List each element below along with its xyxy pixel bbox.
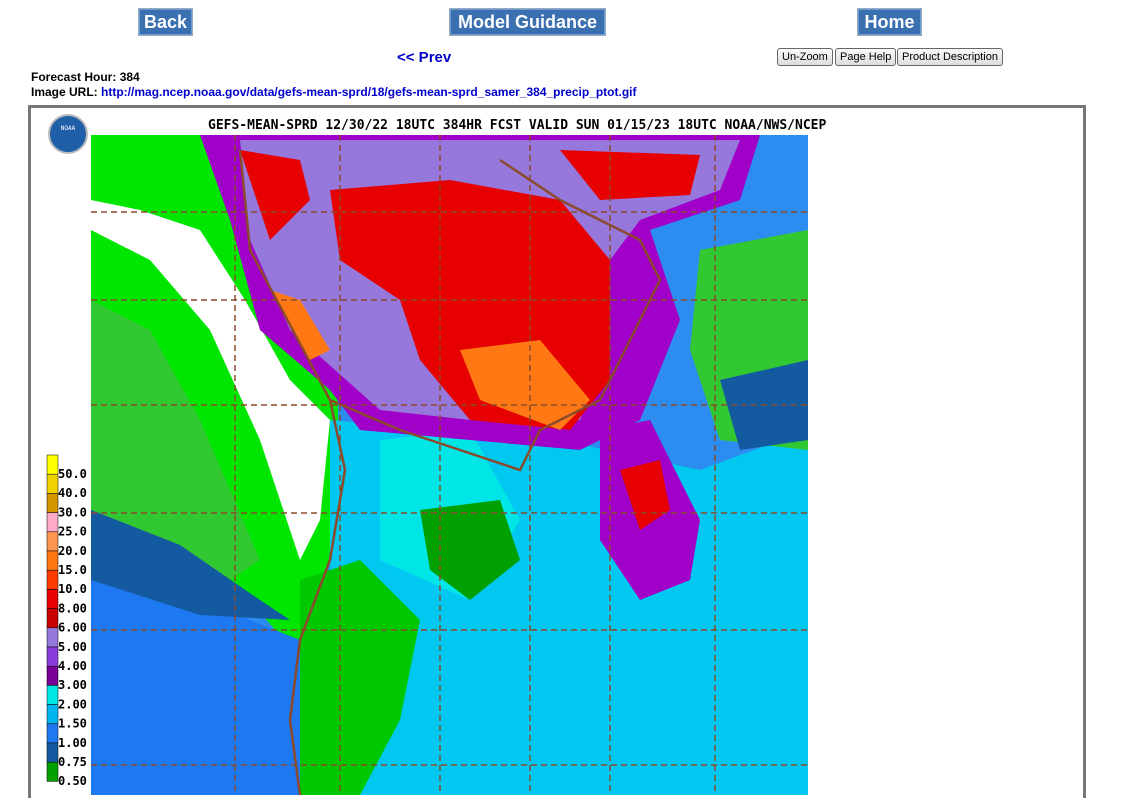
legend-label: 8.00	[58, 601, 87, 615]
legend-swatch	[46, 512, 59, 533]
map-image: NOAA GEFS-MEAN-SPRD 12/30/22 18UTC 384HR…	[46, 114, 826, 796]
legend-label: 4.00	[58, 659, 87, 673]
legend-label: 15.0	[58, 563, 87, 577]
legend-label: 2.00	[58, 697, 87, 711]
legend-swatch	[46, 473, 59, 494]
unzoom-button[interactable]: Un-Zoom	[777, 48, 833, 66]
legend-label: 6.00	[58, 621, 87, 635]
label: Image URL:	[31, 85, 98, 99]
map-title: GEFS-MEAN-SPRD 12/30/22 18UTC 384HR FCST…	[208, 118, 826, 133]
legend-swatch	[46, 550, 59, 571]
page: Back Model Guidance Home << Prev Un-Zoom…	[28, 8, 1086, 798]
map-frame: NOAA GEFS-MEAN-SPRD 12/30/22 18UTC 384HR…	[28, 105, 1086, 798]
legend-swatch	[46, 685, 59, 705]
image-url: Image URL: http://mag.ncep.noaa.gov/data…	[31, 85, 637, 99]
legend-label: 40.0	[58, 486, 87, 500]
value: 384	[119, 70, 140, 84]
url-link[interactable]: http://mag.ncep.noaa.gov/data/gefs-mean-…	[101, 85, 637, 99]
legend-label: 20.0	[58, 544, 87, 558]
model-guidance-button[interactable]: Model Guidance	[449, 8, 606, 36]
logo-text: NOAA	[61, 125, 76, 132]
page-help-button[interactable]: Page Help	[835, 48, 897, 66]
legend-label: 1.50	[58, 717, 87, 731]
legend-label: 0.75	[58, 755, 87, 769]
legend-swatch	[46, 608, 59, 629]
legend-label: 5.00	[58, 640, 87, 654]
home-button[interactable]: Home	[857, 8, 922, 36]
legend-swatch	[46, 531, 59, 552]
legend-label: 30.0	[58, 505, 87, 519]
legend-swatch	[46, 742, 59, 763]
legend-swatch	[46, 493, 59, 513]
legend-label: 3.00	[58, 678, 87, 692]
legend-label: 10.0	[58, 582, 87, 596]
prev-link[interactable]: << Prev	[397, 49, 452, 66]
back-button[interactable]: Back	[138, 8, 193, 36]
legend-label: 50.0	[58, 467, 87, 481]
legend-swatch	[46, 589, 59, 609]
legend-swatch	[46, 761, 59, 782]
legend-swatch	[46, 665, 59, 686]
legend-label: 25.0	[58, 525, 87, 539]
legend-swatch	[46, 704, 59, 725]
legend-label: 0.50	[58, 774, 87, 788]
legend-label: 1.00	[58, 736, 87, 750]
legend-swatch	[46, 627, 59, 648]
label: Forecast Hour:	[31, 70, 117, 84]
product-description-button[interactable]: Product Description	[897, 48, 1003, 66]
legend-swatch	[46, 569, 59, 590]
legend-swatch	[46, 454, 59, 475]
legend-swatch	[46, 723, 59, 744]
forecast-hour: Forecast Hour: 384	[31, 70, 140, 84]
legend-swatch	[46, 646, 59, 667]
